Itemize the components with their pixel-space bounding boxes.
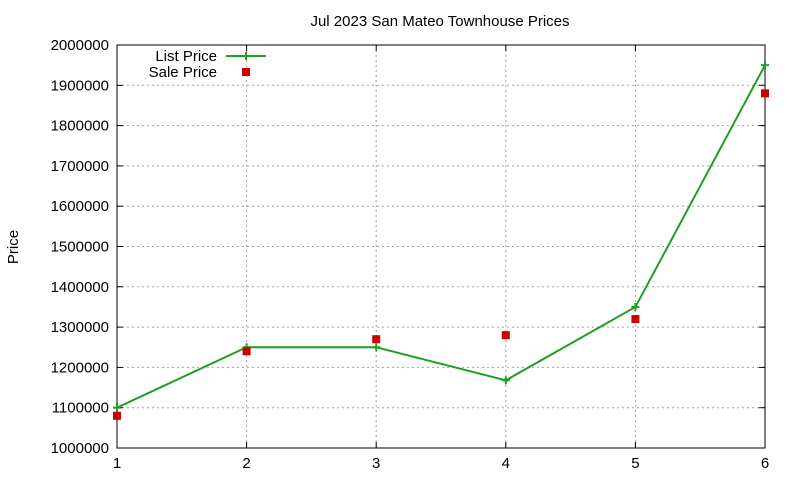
x-tick-label: 3 — [372, 455, 380, 472]
sale-price-point — [501, 331, 510, 340]
y-tick-label: 1200000 — [51, 359, 109, 376]
legend-swatch-sale-price — [242, 68, 250, 76]
x-tick-label: 5 — [631, 455, 639, 472]
x-tick-label: 4 — [502, 455, 510, 472]
sale-price-point — [631, 315, 640, 324]
list-price-point — [501, 376, 510, 385]
y-tick-label: 1800000 — [51, 118, 109, 135]
legend-label-sale-price: Sale Price — [149, 64, 217, 81]
sale-price-point — [113, 411, 121, 420]
y-tick-label: 1700000 — [51, 158, 109, 175]
list-price-point — [372, 343, 381, 352]
list-price-line — [116, 64, 766, 409]
sale-price-point — [761, 89, 769, 98]
y-tick-label: 1500000 — [51, 239, 109, 256]
y-tick-label: 1600000 — [51, 198, 109, 215]
axes: 1 2 3 4 5 6 1000000 1100000 1200000 1300000 140000… — [51, 37, 770, 472]
legend: List Price Sale Price — [149, 48, 266, 81]
chart-title: Jul 2023 San Mateo Townhouse Prices — [310, 13, 569, 30]
y-tick-label: 1000000 — [51, 440, 109, 457]
x-tick-label: 6 — [761, 455, 769, 472]
x-tick-label: 1 — [113, 455, 121, 472]
list-price-point — [761, 61, 769, 70]
y-tick-label: 1400000 — [51, 279, 109, 296]
y-tick-label: 1100000 — [52, 400, 109, 417]
y-axis-title: Price — [5, 230, 22, 264]
sale-price-point — [372, 335, 381, 344]
list-price-point — [631, 302, 640, 311]
y-tick-label: 1900000 — [51, 77, 109, 94]
list-price-point — [113, 403, 121, 412]
y-tick-label: 1300000 — [51, 319, 109, 336]
legend-label-list-price: List Price — [155, 48, 217, 65]
sale-price-point — [242, 347, 251, 356]
x-tick-label: 2 — [242, 455, 250, 472]
series — [113, 61, 769, 420]
y-tick-label: 2000000 — [51, 37, 109, 54]
